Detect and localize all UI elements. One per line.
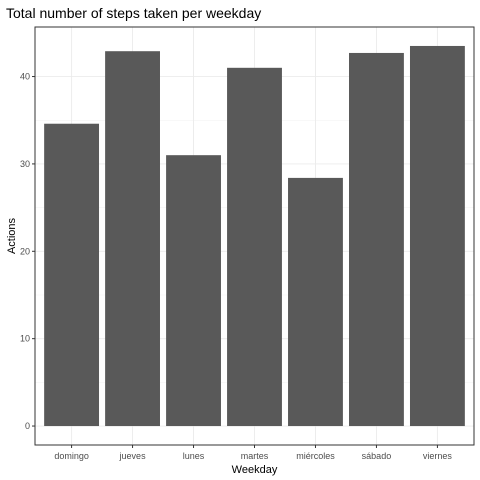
y-tick-label: 20 <box>20 246 30 256</box>
y-tick-label: 30 <box>20 159 30 169</box>
x-tick-label: martes <box>241 451 269 461</box>
bar-sábado <box>349 52 404 427</box>
y-axis-title: Actions <box>6 217 18 254</box>
bar-viernes <box>409 45 465 427</box>
bar-miércoles <box>288 177 343 427</box>
x-axis-title: Weekday <box>232 464 278 476</box>
bars <box>44 45 465 427</box>
x-tick-label: sábado <box>362 451 392 461</box>
bar-martes <box>227 67 282 427</box>
x-tick-label: viernes <box>423 451 453 461</box>
y-tick-label: 0 <box>25 421 30 431</box>
bar-lunes <box>166 155 221 427</box>
y-tick-label: 10 <box>20 334 30 344</box>
bar-domingo <box>44 123 100 427</box>
x-tick-label: miércoles <box>296 451 335 461</box>
x-tick-label: lunes <box>183 451 205 461</box>
x-axis: domingo jueves lunes martes miércoles sábado v… <box>54 445 452 461</box>
y-tick-label: 40 <box>20 72 30 82</box>
y-axis: 0 10 20 30 40 <box>20 72 35 431</box>
bar-jueves <box>105 51 160 427</box>
x-tick-label: jueves <box>119 451 147 461</box>
x-tick-label: domingo <box>54 451 89 461</box>
chart-title: Total number of steps taken per weekday <box>6 5 261 21</box>
